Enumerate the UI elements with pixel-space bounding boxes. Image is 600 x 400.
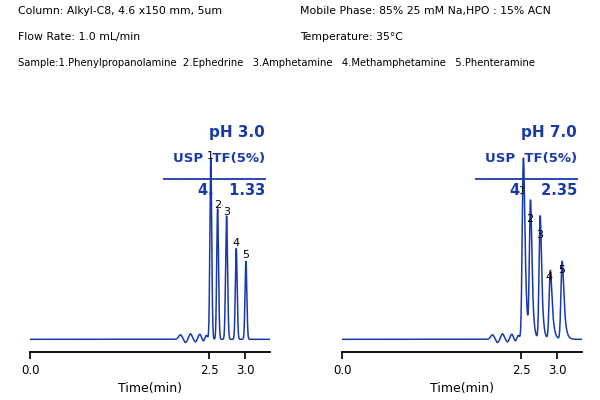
Text: Mobile Phase: 85% 25 mM Na,HPO : 15% ACN: Mobile Phase: 85% 25 mM Na,HPO : 15% ACN (300, 6, 551, 16)
Text: pH 7.0: pH 7.0 (521, 125, 577, 140)
Text: 2: 2 (214, 200, 221, 210)
Text: Flow Rate: 1.0 mL/min: Flow Rate: 1.0 mL/min (18, 32, 140, 42)
Text: 3: 3 (223, 207, 230, 217)
Text: 4: 4 (546, 272, 553, 282)
Text: 2: 2 (526, 214, 533, 224)
Text: 1: 1 (207, 152, 214, 162)
Text: 4: 4 (232, 238, 239, 248)
Text: USP  TF(5%): USP TF(5%) (485, 152, 577, 166)
Text: Temperature: 35°C: Temperature: 35°C (300, 32, 403, 42)
X-axis label: Time(min): Time(min) (430, 382, 494, 395)
Text: 4.   2.35: 4. 2.35 (510, 183, 577, 198)
Text: 3: 3 (536, 230, 543, 240)
X-axis label: Time(min): Time(min) (118, 382, 182, 395)
Text: Column: Alkyl-C8, 4.6 x150 mm, 5um: Column: Alkyl-C8, 4.6 x150 mm, 5um (18, 6, 222, 16)
Text: USP  TF(5%): USP TF(5%) (173, 152, 265, 166)
Text: 5: 5 (242, 250, 249, 260)
Text: Sample:1.Phenylpropanolamine  2.Ephedrine   3.Amphetamine   4.Methamphetamine   : Sample:1.Phenylpropanolamine 2.Ephedrine… (18, 58, 535, 68)
Text: 4.   1.33: 4. 1.33 (198, 183, 265, 198)
Text: pH 3.0: pH 3.0 (209, 125, 265, 140)
Text: 5: 5 (558, 266, 565, 276)
Text: 1: 1 (519, 186, 526, 196)
